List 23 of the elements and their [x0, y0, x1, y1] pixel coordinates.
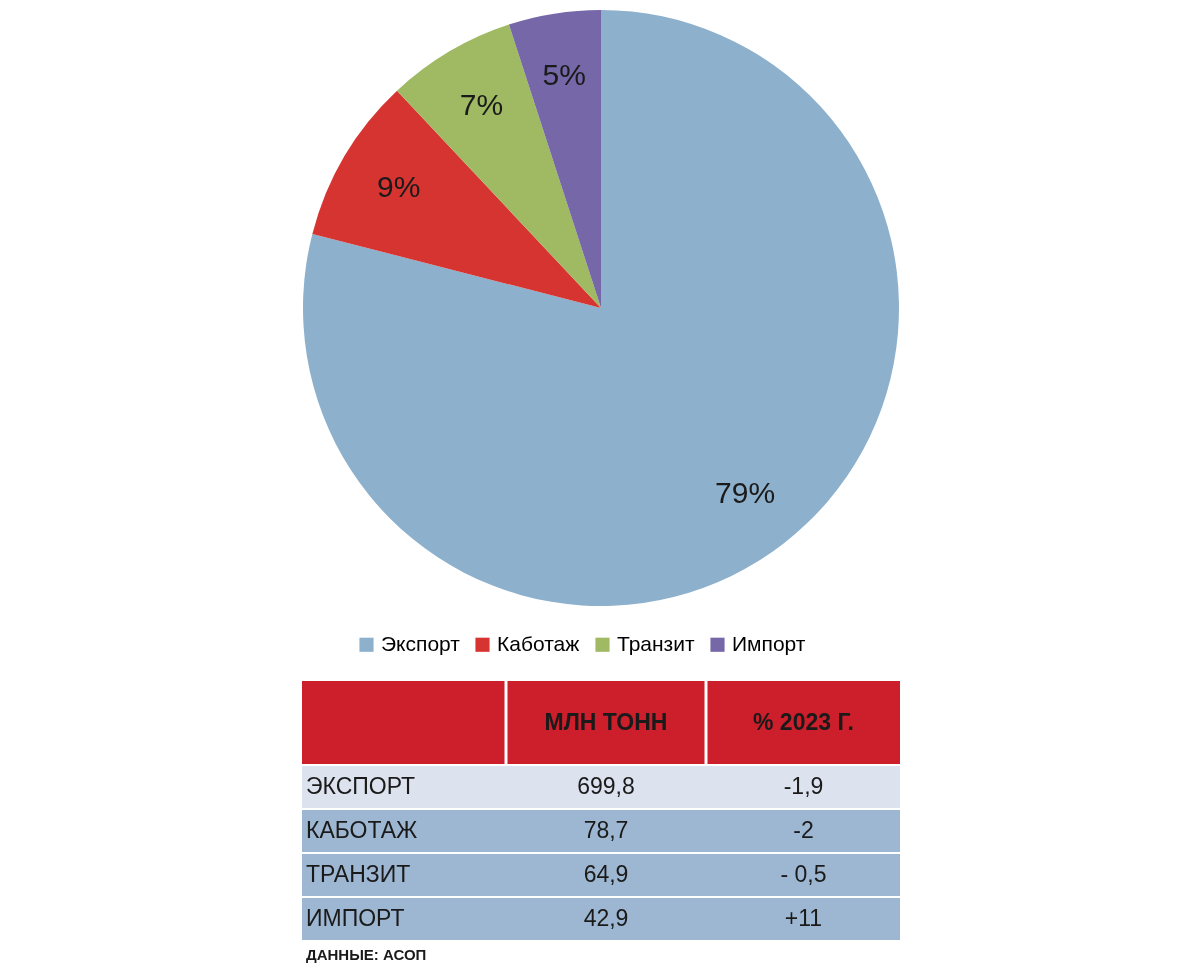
- category-label: ИМПОРТ: [306, 905, 405, 931]
- legend-label: Каботаж: [497, 631, 580, 655]
- category-label: ТРАНЗИТ: [306, 861, 411, 887]
- text: 699,8: [577, 773, 635, 799]
- text: -1,9: [783, 773, 824, 799]
- text: 42,9: [583, 905, 629, 931]
- text: +11: [784, 905, 823, 931]
- legend-label: Экспорт: [381, 631, 461, 655]
- data-label: 9%: [377, 170, 421, 204]
- data-label: 79%: [715, 475, 776, 509]
- legend-label: Импорт: [732, 631, 806, 655]
- data-label: 7%: [459, 87, 504, 121]
- category-label: % 2023 Г.: [753, 708, 854, 735]
- legend-label: Транзит: [617, 631, 695, 655]
- text: 78,7: [583, 817, 629, 843]
- text: 64,9: [583, 861, 629, 887]
- text: - 0,5: [780, 861, 827, 887]
- text: ДАННЫЕ: АСОП: [306, 946, 427, 963]
- text: -2: [793, 817, 814, 843]
- category-label: ЭКСПОРТ: [306, 773, 416, 799]
- category-label: МЛН ТОНН: [544, 708, 668, 735]
- category-label: КАБОТАЖ: [306, 817, 418, 843]
- data-label: 5%: [542, 57, 586, 91]
